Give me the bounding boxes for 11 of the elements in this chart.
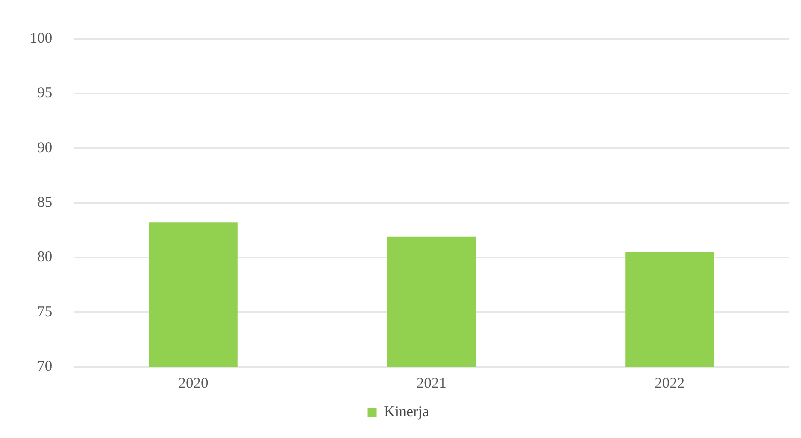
y-tick-label: 70	[38, 358, 52, 375]
legend-label: Kinerja	[384, 404, 430, 420]
y-tick-label: 95	[38, 86, 52, 102]
y-tick-label: 75	[38, 304, 52, 320]
y-tick-label: 80	[38, 250, 52, 266]
x-tick-label: 2020	[178, 376, 209, 392]
y-tick-label: 85	[38, 194, 52, 211]
y-tick-label: 90	[38, 140, 52, 156]
x-tick-label: 2021	[416, 376, 447, 392]
x-tick-label: 2022	[654, 376, 685, 392]
y-tick-label: 100	[30, 30, 52, 47]
